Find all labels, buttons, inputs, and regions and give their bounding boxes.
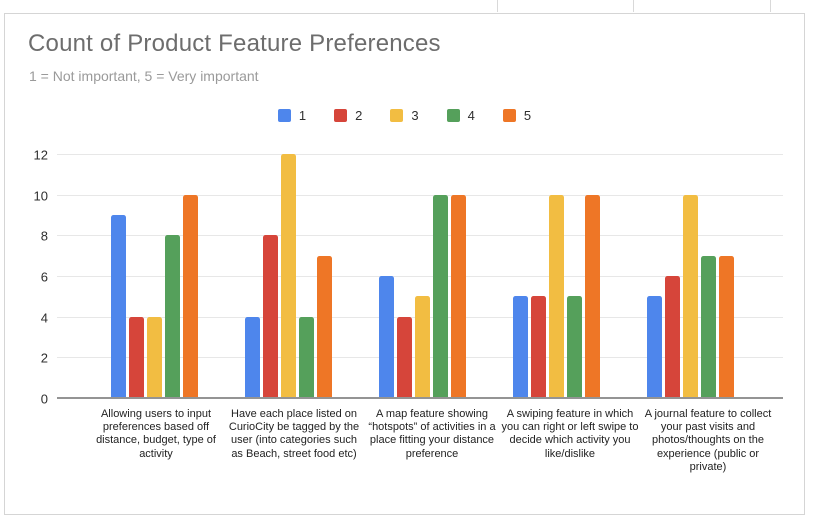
chart-legend: 1 2 3 4 5 [5, 108, 804, 123]
y-tick-label-10: 10 [33, 188, 48, 204]
bar-series4-category3[interactable] [433, 194, 448, 398]
legend-label: 1 [298, 108, 307, 123]
bar-series2-category2[interactable] [262, 235, 278, 398]
x-label-text: A swiping feature in which you can right… [501, 408, 639, 460]
x-label-text: A map feature showing “hotspots” of acti… [368, 408, 496, 460]
legend-swatch-icon [502, 109, 516, 122]
chart-subtitle: 1 = Not important, 5 = Very important [29, 68, 259, 84]
legend-label: 4 [467, 108, 475, 123]
bar-series2-category3[interactable] [397, 316, 412, 398]
y-tick-label-0: 0 [40, 391, 48, 407]
x-label-1: Allowing users to input preferences base… [87, 408, 225, 474]
chart-card[interactable]: Count of Product Feature Preferences 1 =… [4, 13, 805, 515]
bar-group-4 [490, 154, 624, 398]
bar-series2-category4[interactable] [531, 296, 547, 398]
gridline-y6 [57, 276, 783, 277]
bar-series1-category5[interactable] [647, 296, 663, 398]
legend-label: 2 [355, 108, 363, 123]
y-tick-label-12: 12 [33, 147, 48, 163]
bar-series4-category4[interactable] [567, 296, 583, 398]
x-axis-baseline [57, 397, 783, 399]
sheet-column-gridline [633, 0, 634, 12]
y-tick-label-2: 2 [40, 350, 48, 366]
y-tick-label-6: 6 [40, 269, 48, 285]
x-label-5: A journal feature to collect your past v… [639, 408, 777, 474]
bar-series4-category2[interactable] [298, 316, 314, 398]
gridline-y10 [57, 194, 783, 196]
bar-series3-category5[interactable] [683, 194, 699, 398]
bars-row [57, 154, 783, 398]
bar-series5-category4[interactable] [585, 194, 601, 398]
plot-area: 0 2 4 6 8 10 12 [34, 148, 783, 407]
legend-label: 5 [523, 108, 532, 123]
bar-series2-category1[interactable] [128, 316, 144, 398]
bar-series3-category2[interactable] [280, 154, 296, 398]
x-axis-labels: Allowing users to input preferences base… [57, 408, 783, 474]
legend-label: 3 [411, 108, 419, 123]
bar-series2-category5[interactable] [665, 276, 681, 398]
x-label-2: Have each place listed on CurioCity be t… [225, 408, 363, 474]
x-label-text: A journal feature to collect your past v… [644, 408, 772, 473]
legend-swatch-icon [390, 109, 404, 122]
legend-swatch-icon [277, 109, 291, 122]
bar-series3-category4[interactable] [549, 194, 565, 398]
legend-item-3[interactable]: 3 [390, 108, 419, 123]
bar-group-3 [355, 154, 489, 398]
x-label-3: A map feature showing “hotspots” of acti… [363, 408, 501, 474]
bar-series4-category5[interactable] [701, 255, 717, 398]
bar-series1-category4[interactable] [513, 296, 529, 398]
bar-series1-category3[interactable] [379, 276, 394, 398]
gridline-y12 [57, 154, 783, 155]
bar-series4-category1[interactable] [164, 235, 180, 398]
chart-title: Count of Product Feature Preferences [28, 30, 441, 57]
x-label-text: Have each place listed on CurioCity be t… [228, 408, 360, 460]
sheet-column-gridline [497, 0, 498, 12]
legend-item-4[interactable]: 4 [446, 108, 475, 123]
bar-series5-category3[interactable] [451, 194, 466, 398]
legend-swatch-icon [446, 109, 460, 122]
legend-item-2[interactable]: 2 [334, 108, 362, 123]
bar-group-2 [221, 154, 355, 398]
legend-item-5[interactable]: 5 [502, 108, 532, 123]
bar-series5-category5[interactable] [719, 255, 735, 398]
legend-item-1[interactable]: 1 [277, 108, 307, 123]
y-tick-label-8: 8 [40, 228, 48, 244]
bar-series5-category1[interactable] [182, 194, 198, 398]
bar-group-1 [87, 154, 221, 398]
sheet-column-gridline [770, 0, 771, 12]
y-tick-label-4: 4 [40, 310, 48, 326]
legend-swatch-icon [334, 109, 348, 122]
bar-series3-category1[interactable] [146, 316, 162, 398]
x-label-text: Allowing users to input preferences base… [96, 408, 216, 460]
bar-series5-category2[interactable] [316, 255, 332, 398]
gridline-y8 [57, 235, 783, 237]
x-label-4: A swiping feature in which you can right… [501, 408, 639, 474]
bar-series1-category1[interactable] [110, 215, 126, 398]
bar-group-5 [624, 154, 758, 398]
bar-series3-category3[interactable] [415, 296, 430, 398]
bar-series1-category2[interactable] [244, 316, 260, 398]
